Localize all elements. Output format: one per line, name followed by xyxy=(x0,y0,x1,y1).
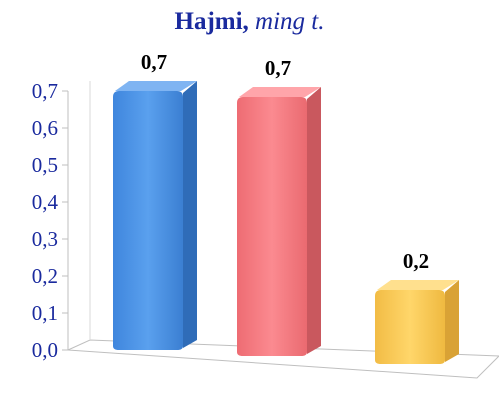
data-label: 0,2 xyxy=(403,249,429,273)
data-label: 0,7 xyxy=(141,50,167,74)
y-tick-label: 0,6 xyxy=(32,116,58,140)
bar-top xyxy=(377,280,459,290)
bar xyxy=(237,87,321,356)
y-tick-label: 0,3 xyxy=(32,227,58,251)
y-tick-label: 0,2 xyxy=(32,264,58,288)
bar-side xyxy=(183,81,197,348)
bar-side xyxy=(445,280,459,362)
bar-front xyxy=(375,290,445,364)
bar-top xyxy=(239,87,321,97)
y-tick-label: 0,0 xyxy=(32,338,58,362)
bar-front xyxy=(113,91,183,350)
y-tick-label: 0,7 xyxy=(32,79,58,103)
bar xyxy=(113,81,197,350)
bar-front xyxy=(237,97,307,356)
y-tick-label: 0,4 xyxy=(32,190,59,214)
chart-title-unit: ming t. xyxy=(255,8,325,35)
chart-title-main: Hajmi, xyxy=(174,8,249,35)
bar-top xyxy=(115,81,197,91)
chart-title: Hajmi, ming t. xyxy=(0,8,499,36)
bar xyxy=(375,280,459,364)
data-label: 0,7 xyxy=(265,56,291,80)
bar-side xyxy=(307,87,321,354)
y-tick-label: 0,1 xyxy=(32,301,58,325)
y-tick-label: 0,5 xyxy=(32,153,58,177)
